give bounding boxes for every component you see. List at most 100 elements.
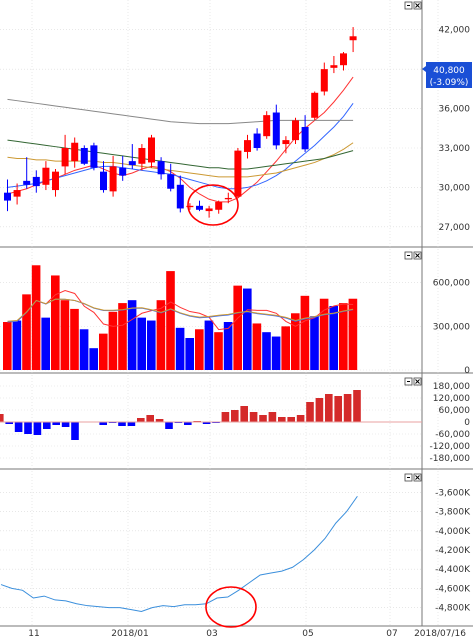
candle-body (311, 92, 319, 118)
candle-body (4, 192, 11, 201)
volume-bar (12, 320, 22, 370)
volume-bar (3, 322, 12, 370)
volume-panel (3, 265, 358, 370)
y-tick-label: 180,000 (433, 382, 470, 392)
volume-bar (223, 322, 233, 370)
y-tick-label: 27,000 (439, 223, 471, 233)
volume-bar (156, 300, 166, 370)
diff-bar (268, 412, 277, 422)
y-tick-label: 300,000 (433, 322, 470, 332)
volume-bar (291, 313, 300, 370)
y-tick-label: -4,600K (435, 584, 471, 594)
close-icon-glyph (415, 475, 420, 480)
y-tick-label: -180,000 (430, 454, 471, 464)
volume-bar (108, 311, 118, 370)
x-tick-label: 07 (386, 629, 397, 639)
volume-average-line (7, 298, 354, 322)
volume-bar (348, 298, 358, 370)
y-tick-label: 600,000 (433, 279, 470, 289)
candle-body (23, 180, 31, 185)
volume-bar (89, 348, 98, 370)
candle-body (167, 174, 175, 189)
volume-bar (252, 323, 262, 370)
diff-bar (24, 422, 32, 434)
volume-bar (243, 288, 252, 370)
diff-bar (0, 414, 4, 422)
price-tag-box (426, 62, 472, 88)
diff-bar (43, 422, 51, 429)
volume-bar (214, 332, 223, 370)
y-tick-label: 120,000 (433, 394, 470, 404)
diff-bar (202, 422, 211, 424)
volume-bar (137, 317, 146, 370)
balance-line-panel (0, 495, 358, 612)
volume-bar (329, 306, 338, 370)
candle-body (157, 161, 165, 175)
price-tag-value: 40,800 (433, 66, 465, 76)
candle-body (119, 167, 127, 176)
diff-bar (334, 396, 342, 422)
candle-body (138, 148, 146, 164)
diff-bar (231, 410, 239, 422)
close-icon-glyph (415, 379, 420, 384)
diff-bar (165, 422, 173, 429)
candle-body (292, 120, 299, 141)
diff-bar (61, 422, 70, 427)
candle-body (272, 112, 280, 146)
panel-2-buttons[interactable] (404, 251, 422, 260)
candle-body (330, 65, 338, 68)
volume-bar (147, 320, 156, 370)
volume-bar (233, 285, 242, 370)
balance-line (0, 495, 358, 612)
candle-body (205, 208, 213, 212)
volume-bar (79, 329, 89, 370)
volume-bar (51, 275, 60, 370)
y-tick-label: 0 (464, 366, 470, 376)
volume-bar (175, 327, 185, 370)
diff-bar (5, 422, 13, 424)
y-tick-label: -120,000 (430, 442, 471, 452)
volume-diff-panel (0, 390, 422, 440)
y-tick-label: 60,000 (439, 406, 471, 416)
candle-body (263, 115, 271, 137)
panel-3-buttons[interactable] (404, 377, 422, 386)
candle-body (340, 53, 347, 66)
diff-bar (146, 415, 154, 422)
diff-bar (278, 417, 286, 422)
diff-bar (325, 394, 333, 422)
panel-1-buttons[interactable] (404, 1, 422, 10)
y-tick-label: 36,000 (439, 105, 471, 115)
candle-body (215, 201, 223, 210)
diff-bar (71, 422, 79, 440)
volume-bar (70, 308, 79, 370)
diff-bar (184, 422, 192, 425)
candle-body (52, 171, 59, 191)
y-tick-label: -4,400K (435, 565, 471, 575)
candle-body (253, 133, 261, 148)
diff-bar (221, 412, 230, 422)
diff-bar (118, 422, 126, 426)
price-tag-pointer (422, 66, 426, 72)
y-tick-label: 33,000 (439, 144, 471, 154)
highlight-circle-balance (205, 586, 257, 628)
volume-bar (22, 294, 31, 370)
volume-bar (300, 295, 310, 370)
y-tick-label: -60,000 (435, 430, 470, 440)
volume-bar (310, 316, 319, 370)
diff-bar (287, 417, 295, 422)
price-panel (4, 27, 357, 218)
candle-body (61, 148, 69, 167)
candle-body (80, 148, 88, 164)
highlight-circle-price (187, 184, 239, 226)
close-icon-glyph (415, 253, 420, 258)
diff-bar (33, 422, 42, 435)
diff-bar (353, 390, 361, 422)
volume-bar (127, 300, 137, 370)
panel-4-buttons[interactable] (404, 473, 422, 482)
candle-body (13, 190, 21, 197)
diff-bar (240, 406, 248, 422)
volume-bar (204, 320, 214, 370)
diff-bar (315, 398, 324, 422)
diff-bar (306, 402, 314, 422)
